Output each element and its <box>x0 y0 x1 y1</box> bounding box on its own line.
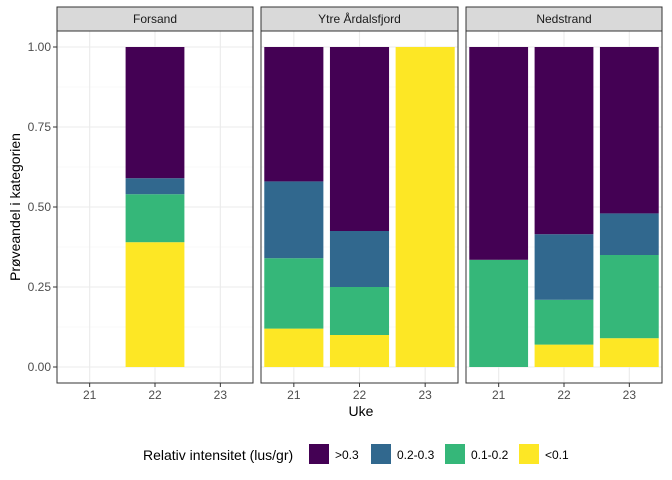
facet-strip <box>260 6 459 32</box>
facet-ytre-årdalsfjord: Ytre Årdalsfjord 21 22 23 <box>260 6 459 402</box>
legend-title: Relativ intensitet (lus/gr) <box>143 447 293 463</box>
bar-segment-0.1-0.2 <box>329 287 390 335</box>
x-tick-label: 22 <box>148 388 162 402</box>
facet-strip <box>465 6 663 32</box>
legend-key <box>519 444 539 464</box>
legend-item: 0.1-0.2 <box>445 444 509 464</box>
legend-item: >0.3 <box>309 444 359 464</box>
bar-segment-<0.1 <box>264 328 324 367</box>
bar-segment-<0.1 <box>599 338 659 367</box>
facet-forsand: Forsand 21 22 23 <box>56 6 254 402</box>
legend-key <box>445 444 465 464</box>
y-tick-label: 0.25 <box>28 280 52 294</box>
facet-strip-label: Forsand <box>133 12 177 26</box>
bar-segment->0.3 <box>469 47 529 260</box>
legend-key <box>309 444 329 464</box>
y-tick-label: 0.75 <box>28 120 52 134</box>
facet-nedstrand: Nedstrand 21 22 23 <box>465 6 663 402</box>
x-tick-label: 23 <box>214 388 228 402</box>
bar-segment-0.1-0.2 <box>264 258 324 329</box>
bar-week-22 <box>329 47 390 367</box>
y-axis-title: Prøveandel i kategorien <box>7 133 23 281</box>
y-tick-label: 0.50 <box>28 200 52 214</box>
legend-item: <0.1 <box>519 444 569 464</box>
x-tick-label: 22 <box>353 388 367 402</box>
bar-segment-<0.1 <box>395 47 455 367</box>
legend-key <box>371 444 391 464</box>
legend-item: 0.2-0.3 <box>371 444 435 464</box>
bar-segment->0.3 <box>534 47 594 235</box>
bar-segment-0.1-0.2 <box>125 194 185 243</box>
bar-segment-0.2-0.3 <box>329 231 390 287</box>
bar-segment->0.3 <box>329 47 390 231</box>
bar-segment-0.1-0.2 <box>469 259 529 367</box>
facet-strip-label: Ytre Årdalsfjord <box>318 11 401 26</box>
bar-segment-0.1-0.2 <box>534 299 594 345</box>
bar-week-21 <box>264 47 324 367</box>
bar-week-21 <box>469 47 529 367</box>
x-tick-label: 21 <box>83 388 97 402</box>
bar-segment-0.2-0.3 <box>264 181 324 259</box>
x-tick-label: 22 <box>557 388 571 402</box>
bar-segment-0.2-0.3 <box>534 234 594 300</box>
y-axis: 0.00 0.25 0.50 0.75 1.00 <box>28 40 57 374</box>
bar-segment->0.3 <box>125 47 185 179</box>
bar-segment-<0.1 <box>329 335 390 367</box>
bar-segment-0.2-0.3 <box>125 178 185 195</box>
bar-week-22 <box>125 47 185 367</box>
legend-label: 0.1-0.2 <box>471 448 509 462</box>
legend-label: >0.3 <box>335 448 359 462</box>
facet-strip <box>56 6 254 32</box>
legend-label: <0.1 <box>545 448 569 462</box>
y-tick-label: 0.00 <box>28 360 52 374</box>
x-axis-title: Uke <box>349 403 374 419</box>
x-tick-label: 21 <box>492 388 506 402</box>
bar-segment-0.2-0.3 <box>599 213 659 255</box>
bar-segment->0.3 <box>264 47 324 182</box>
legend: Relativ intensitet (lus/gr) >0.3 0.2-0.3 0… <box>143 444 569 464</box>
bar-segment-<0.1 <box>125 242 185 367</box>
bar-segment->0.3 <box>599 47 659 214</box>
bar-week-23 <box>395 47 455 367</box>
y-tick-label: 1.00 <box>28 40 52 54</box>
bar-segment-<0.1 <box>534 344 594 367</box>
x-tick-label: 21 <box>287 388 301 402</box>
x-tick-label: 23 <box>418 388 432 402</box>
x-tick-label: 23 <box>623 388 637 402</box>
bar-week-22 <box>534 47 594 367</box>
legend-label: 0.2-0.3 <box>397 448 435 462</box>
bar-week-23 <box>599 47 659 367</box>
facet-strip-label: Nedstrand <box>536 12 591 26</box>
bar-segment-0.1-0.2 <box>599 255 659 339</box>
